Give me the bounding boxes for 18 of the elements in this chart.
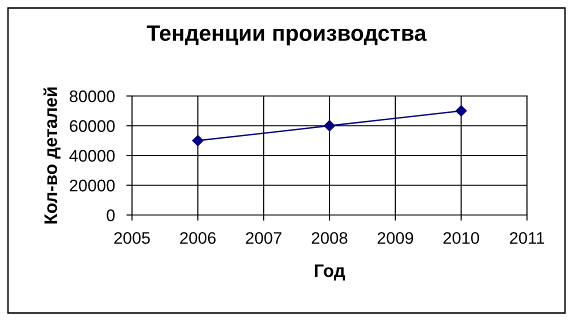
x-tick-label: 2008 [312, 232, 348, 244]
y-tick-label: 80000 [70, 90, 115, 102]
x-tick-label: 2005 [114, 232, 150, 244]
y-tick-label: 60000 [70, 120, 115, 132]
y-axis-title: Кол-во деталей [43, 88, 61, 224]
point [456, 105, 467, 116]
x-tick-label: 2010 [443, 232, 480, 244]
point [192, 135, 204, 146]
point [324, 120, 336, 132]
y-tick-label: 20000 [70, 180, 115, 192]
x-axis-title: Год [314, 264, 345, 281]
y-tick-label: 40000 [69, 150, 115, 162]
x-tick-label: 2007 [246, 232, 282, 244]
x-tick-label: 2006 [180, 232, 216, 244]
x-tick-label: 2009 [378, 232, 414, 244]
y-tick-label: 0 [106, 209, 115, 222]
chart-title: Тенденции производства [146, 25, 427, 46]
x-tick-label: 2011 [510, 232, 544, 244]
